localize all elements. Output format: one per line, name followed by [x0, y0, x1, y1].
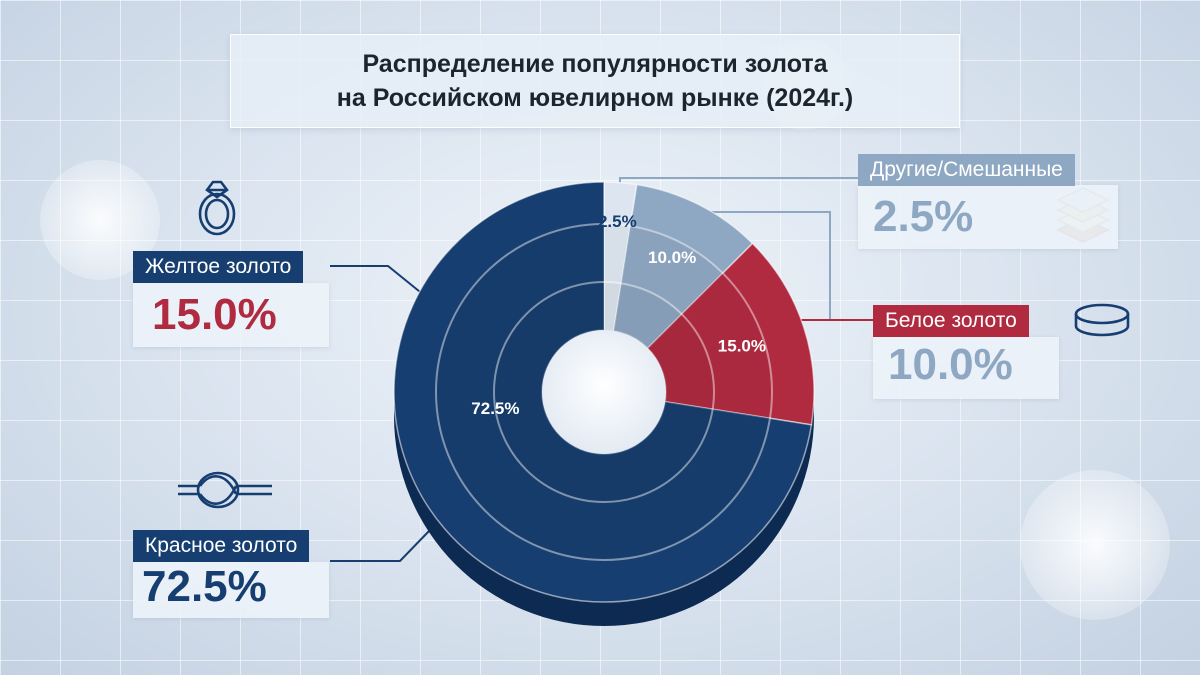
callout-other-label: Другие/Смешанные: [858, 154, 1075, 186]
donut-ring-outline: [493, 281, 715, 503]
band-ring-icon: [1074, 303, 1130, 337]
callout-value-box: [873, 337, 1059, 399]
callout-value-box: [133, 283, 329, 347]
chart-title: Распределение популярности золота на Рос…: [230, 34, 960, 128]
callout-value-box: [858, 185, 1118, 249]
knot-icon: [178, 471, 272, 509]
callout-other-value: 2.5%: [873, 192, 974, 241]
donut-slice-ring: [436, 224, 770, 560]
donut-slice-ring: [604, 224, 631, 284]
callout-red-gold-value: 72.5%: [142, 562, 267, 611]
callout-white-gold-value: 10.0%: [888, 340, 1013, 389]
leader-line: [330, 265, 431, 301]
donut-ring-outline: [435, 223, 773, 561]
slice-value-label: 15.0%: [718, 337, 766, 356]
slice-value-label: 10.0%: [648, 248, 696, 267]
donut-slice-ring: [681, 273, 772, 419]
slice-value-label: 72.5%: [471, 399, 519, 418]
callout-yellow-gold-label: Желтое золото: [133, 251, 304, 283]
ring-icon: [198, 180, 236, 236]
callout-red-gold-label: Красное золото: [133, 530, 310, 562]
donut-slice-ring: [621, 226, 723, 315]
donut-hole: [542, 330, 666, 454]
donut-slice-ring: [647, 314, 714, 410]
chart-title-line-2: на Российском ювелирном рынке (2024г.): [336, 84, 854, 112]
leader-line: [330, 529, 431, 562]
callout-yellow-gold-value: 15.0%: [152, 290, 277, 339]
donut-slice-ring: [604, 282, 622, 331]
background-glow: [1020, 470, 1170, 620]
callout-white-gold-label: Белое золото: [873, 305, 1029, 337]
chart-title-line-1: Распределение популярности золота: [362, 50, 828, 78]
callout-value-box: [133, 562, 329, 618]
donut-slice-ring: [493, 282, 713, 502]
slice-value-label: 2.5%: [598, 212, 637, 231]
donut-slice-ring: [613, 283, 682, 349]
